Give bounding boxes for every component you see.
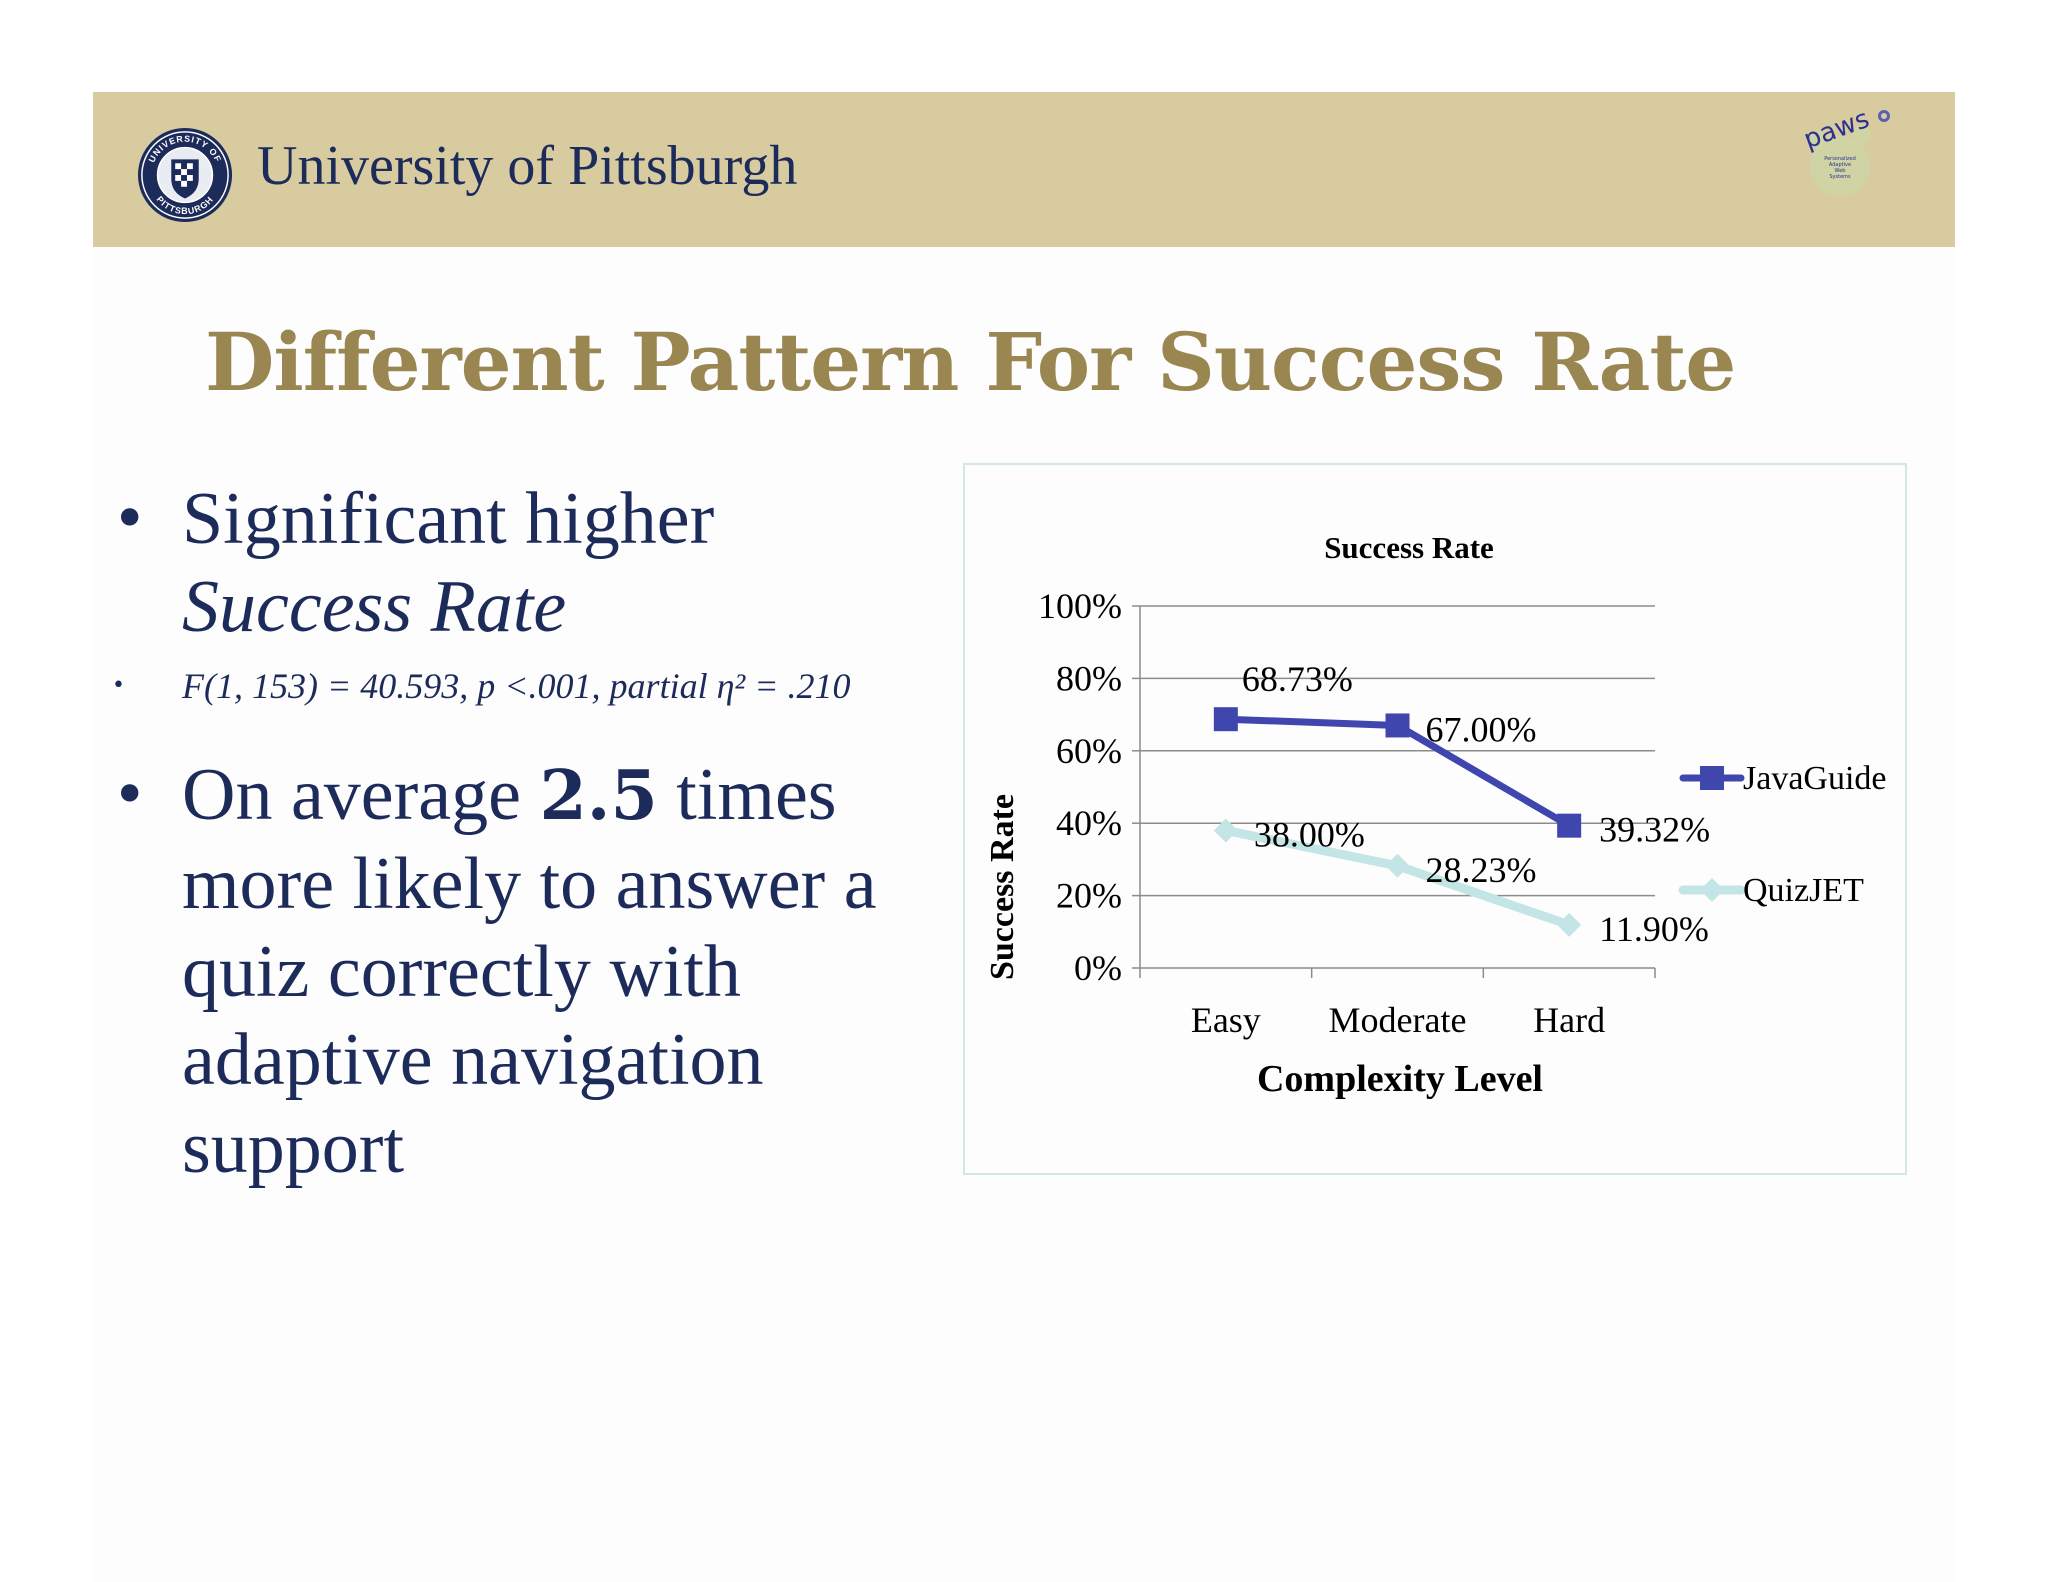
data-label: 67.00% — [1426, 709, 1537, 749]
data-point-javaguide — [1213, 707, 1238, 732]
bullet-text: Significant higher — [182, 478, 715, 560]
data-point-quizjet — [1557, 912, 1582, 937]
data-label: 38.00% — [1254, 814, 1365, 854]
bullet-list: • Significant higher Success Rate • F(1,… — [108, 475, 928, 1192]
bullet-marker: • — [112, 484, 148, 554]
bullet-text: On average — [182, 754, 540, 836]
chart-panel: Success Rate Success Rate Complexity Lev… — [963, 463, 1907, 1175]
university-seal-icon: UNIVERSITY OF PITTSBURGH — [137, 127, 233, 223]
bullet-item: • Significant higher Success Rate — [108, 475, 928, 651]
data-label: 11.90% — [1599, 909, 1709, 949]
y-tick-label: 80% — [1056, 658, 1122, 698]
x-tick-label: Easy — [1191, 1000, 1261, 1040]
legend-label: JavaGuide — [1743, 760, 1887, 797]
legend-marker — [1700, 878, 1724, 902]
statistics-text: F(1, 153) = 40.593, p <.001, partial η² … — [182, 666, 851, 706]
header-band — [93, 92, 1955, 247]
legend-label: QuizJET — [1743, 872, 1864, 909]
y-tick-label: 0% — [1074, 948, 1122, 988]
y-tick-label: 100% — [1038, 586, 1122, 626]
chart-title: Success Rate — [1324, 530, 1494, 565]
x-axis-label: Complexity Level — [1257, 1058, 1543, 1100]
x-tick-label: Moderate — [1329, 1000, 1467, 1040]
y-tick-label: 40% — [1056, 803, 1122, 843]
legend-marker — [1700, 766, 1724, 790]
data-point-javaguide — [1557, 813, 1582, 838]
paws-logo-line-3: Web — [1835, 168, 1846, 174]
paws-logo-line-4: Systems — [1829, 174, 1851, 180]
data-label: 28.23% — [1426, 850, 1537, 890]
university-name: University of Pittsburgh — [257, 135, 798, 197]
bullet-marker: • — [112, 760, 148, 830]
bullet-item: • On average 2.5 times more likely to an… — [108, 751, 928, 1192]
data-label: 39.32% — [1599, 810, 1710, 850]
paws-logo-line-2: Adaptive — [1829, 162, 1851, 168]
line-chart: Success Rate Success Rate Complexity Lev… — [984, 530, 1887, 1100]
data-point-quizjet — [1213, 818, 1238, 843]
bullet-marker: • — [112, 673, 125, 698]
y-axis-label: Success Rate — [984, 794, 1021, 980]
x-tick-label: Hard — [1533, 1000, 1605, 1040]
sub-bullet-item: • F(1, 153) = 40.593, p <.001, partial η… — [108, 663, 928, 709]
paws-logo-line-1: Personalized — [1824, 156, 1856, 162]
bullet-text-continued: times more likely to answer a quiz corre… — [182, 754, 877, 1189]
slide-title: Different Pattern For Success Rate — [205, 315, 1736, 409]
y-tick-label: 60% — [1056, 731, 1122, 771]
bullet-emphasis: Success Rate — [182, 566, 567, 648]
bullet-bold-number: 2.5 — [539, 756, 658, 836]
data-point-quizjet — [1385, 853, 1410, 878]
y-tick-label: 20% — [1056, 876, 1122, 916]
data-label: 68.73% — [1242, 659, 1353, 699]
data-point-javaguide — [1385, 713, 1410, 738]
paws-logo-icon: paws Personalized Adaptive Web Systems — [1800, 104, 1890, 196]
